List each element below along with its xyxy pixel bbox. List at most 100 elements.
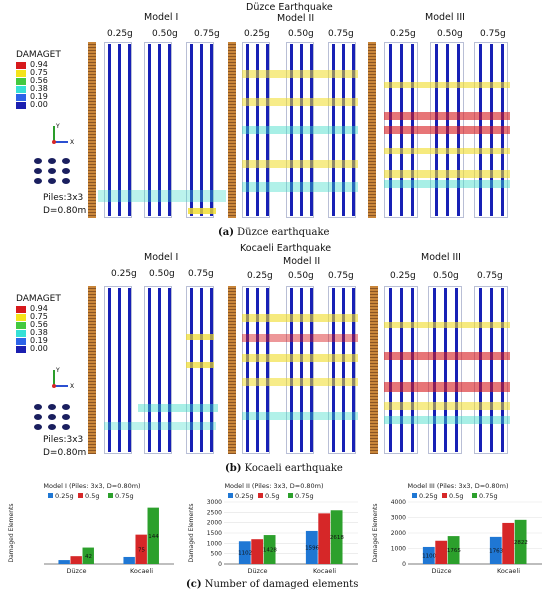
bar: [82, 547, 94, 564]
legend-row: 0.94: [16, 305, 76, 313]
legend-label: 0.75g: [479, 492, 498, 500]
bar-chart-model-3: Model III (Piles: 3x3, D=0.80m) 0.25g 0.5g…: [372, 482, 542, 575]
fig-b-caption: (b) Kocaeli earthquake: [225, 463, 343, 474]
piles-label: Piles:3x3: [43, 193, 84, 203]
fig-a-model-3: Model III: [425, 12, 465, 23]
fig-a-model-1: Model I: [144, 12, 179, 23]
y-tick-label: 2000: [207, 520, 222, 527]
bar-value-label: 75: [138, 547, 145, 553]
svg-text:X: X: [70, 383, 74, 390]
fig-a-pga-m1-2: 0.50g: [152, 29, 178, 39]
legend-row: 0.75: [16, 313, 76, 321]
fig-b-title: Kocaeli Earthquake: [240, 243, 332, 254]
legend-row: 0.00: [16, 345, 76, 353]
bar-value-label: 144: [148, 534, 159, 540]
fig-a-title: Düzce Earthquake: [246, 2, 333, 13]
legend-label: 0.25g: [235, 492, 254, 500]
fig-a-legend: DAMAGET 0.94 0.75 0.56 0.38 0.19 0.00: [16, 50, 86, 110]
x-tick-label: Düzce: [66, 567, 86, 575]
fig-b-model-2: Model II: [283, 256, 321, 267]
diameter-label: D=0.80m: [43, 448, 87, 458]
legend-label: 0.25g: [419, 492, 438, 500]
x-tick-label: Kocaeli: [313, 567, 336, 575]
bar: [502, 522, 515, 564]
legend-row: 0.38: [16, 85, 76, 93]
bar: [489, 536, 502, 564]
y-axis-label: Damaged Elements: [188, 503, 195, 562]
legend-swatch: [442, 493, 447, 498]
bar-value-label: 42: [85, 554, 92, 560]
y-axis-label: Damaged Elements: [372, 503, 379, 562]
bar: [70, 556, 82, 564]
x-tick-label: Düzce: [247, 567, 267, 575]
bar: [238, 541, 251, 564]
bar: [135, 534, 147, 564]
bar-value-label: 1102: [238, 551, 252, 557]
legend-row: 0.00: [16, 101, 76, 109]
fig-a-caption: (a) Düzce earthquake: [218, 227, 329, 238]
chart-title: Model I (Piles: 3x3, D=0.80m): [43, 482, 140, 490]
fig-b-model-3-panel: [370, 286, 520, 456]
fig-b-model-1: Model I: [144, 252, 179, 263]
fig-a-caption-text: Düzce earthquake: [233, 227, 330, 238]
legend-swatch: [108, 493, 113, 498]
fig-b-caption-label: (b): [225, 463, 242, 474]
legend-label: 0.5g: [265, 492, 279, 500]
fig-a-pga-m1-3: 0.75g: [194, 29, 220, 39]
legend-row: 0.94: [16, 61, 76, 69]
bar: [305, 530, 318, 564]
legend-row: 0.56: [16, 321, 76, 329]
bar: [123, 556, 135, 564]
fig-b-pga-m2-1: 0.25g: [247, 271, 273, 281]
fig-c-caption: (c) Number of damaged elements: [186, 579, 358, 590]
bar: [435, 540, 448, 564]
fig-a-model-3-panel: [368, 42, 518, 220]
fig-a-pga-m3-3: 0.75g: [480, 29, 506, 39]
y-tick-label: 4000: [391, 499, 406, 506]
fig-a-model-1-panel: [88, 42, 228, 220]
y-tick-label: 500: [211, 551, 223, 558]
legend-label: 0.75g: [295, 492, 314, 500]
fig-b-pga-m1-1: 0.25g: [111, 269, 137, 279]
svg-text:X: X: [70, 139, 74, 146]
bar-chart-model-2: Model II (Piles: 3x3, D=0.80m) 0.25g 0.5g 0…: [188, 482, 358, 575]
piles-label: Piles:3x3: [43, 435, 84, 445]
bar: [330, 510, 343, 564]
axis-triad-icon: YX: [52, 367, 74, 390]
legend-title: DAMAGET: [16, 50, 61, 60]
bar-value-label: 1765: [447, 548, 461, 554]
fig-b-legend: DAMAGET 0.94 0.75 0.56 0.38 0.19 0.00: [16, 294, 86, 354]
bar-value-label: 1596: [305, 545, 319, 551]
y-axis-label: Damaged Elements: [8, 503, 15, 562]
legend-swatch: [288, 493, 293, 498]
bar: [251, 539, 264, 564]
fig-b-caption-text: Kocaeli earthquake: [241, 463, 343, 474]
x-tick-label: Düzce: [431, 567, 451, 575]
pile-group-plan-icon: [34, 158, 70, 184]
bar-value-label: 1100: [422, 553, 436, 559]
legend-swatch: [412, 493, 417, 498]
fig-c-caption-text: Number of damaged elements: [201, 579, 359, 590]
legend-swatch: [472, 493, 477, 498]
fig-b-pga-m1-2: 0.50g: [149, 269, 175, 279]
legend-label: 0.75g: [115, 492, 134, 500]
diameter-label: D=0.80m: [43, 206, 87, 216]
bar-value-label: 2822: [514, 540, 528, 546]
chart-title: Model II (Piles: 3x3, D=0.80m): [224, 482, 323, 490]
bar-value-label: 2618: [330, 535, 344, 541]
bar: [58, 560, 70, 564]
legend-row: 0.38: [16, 329, 76, 337]
fig-a-pga-m3-1: 0.25g: [390, 29, 416, 39]
fig-a-caption-label: (a): [218, 227, 234, 238]
bar: [422, 546, 435, 564]
svg-text:Y: Y: [55, 123, 60, 130]
bar: [447, 536, 460, 564]
bar: [263, 535, 276, 564]
fig-b-model-1-panel: [88, 286, 228, 456]
legend-row: 0.56: [16, 77, 76, 85]
legend-swatch: [228, 493, 233, 498]
fig-b-pga-m2-2: 0.50g: [288, 271, 314, 281]
fig-b-pga-m1-3: 0.75g: [188, 269, 214, 279]
fig-b-pga-m3-1: 0.25g: [390, 271, 416, 281]
chart-title: Model III (Piles: 3x3, D=0.80m): [407, 482, 508, 490]
